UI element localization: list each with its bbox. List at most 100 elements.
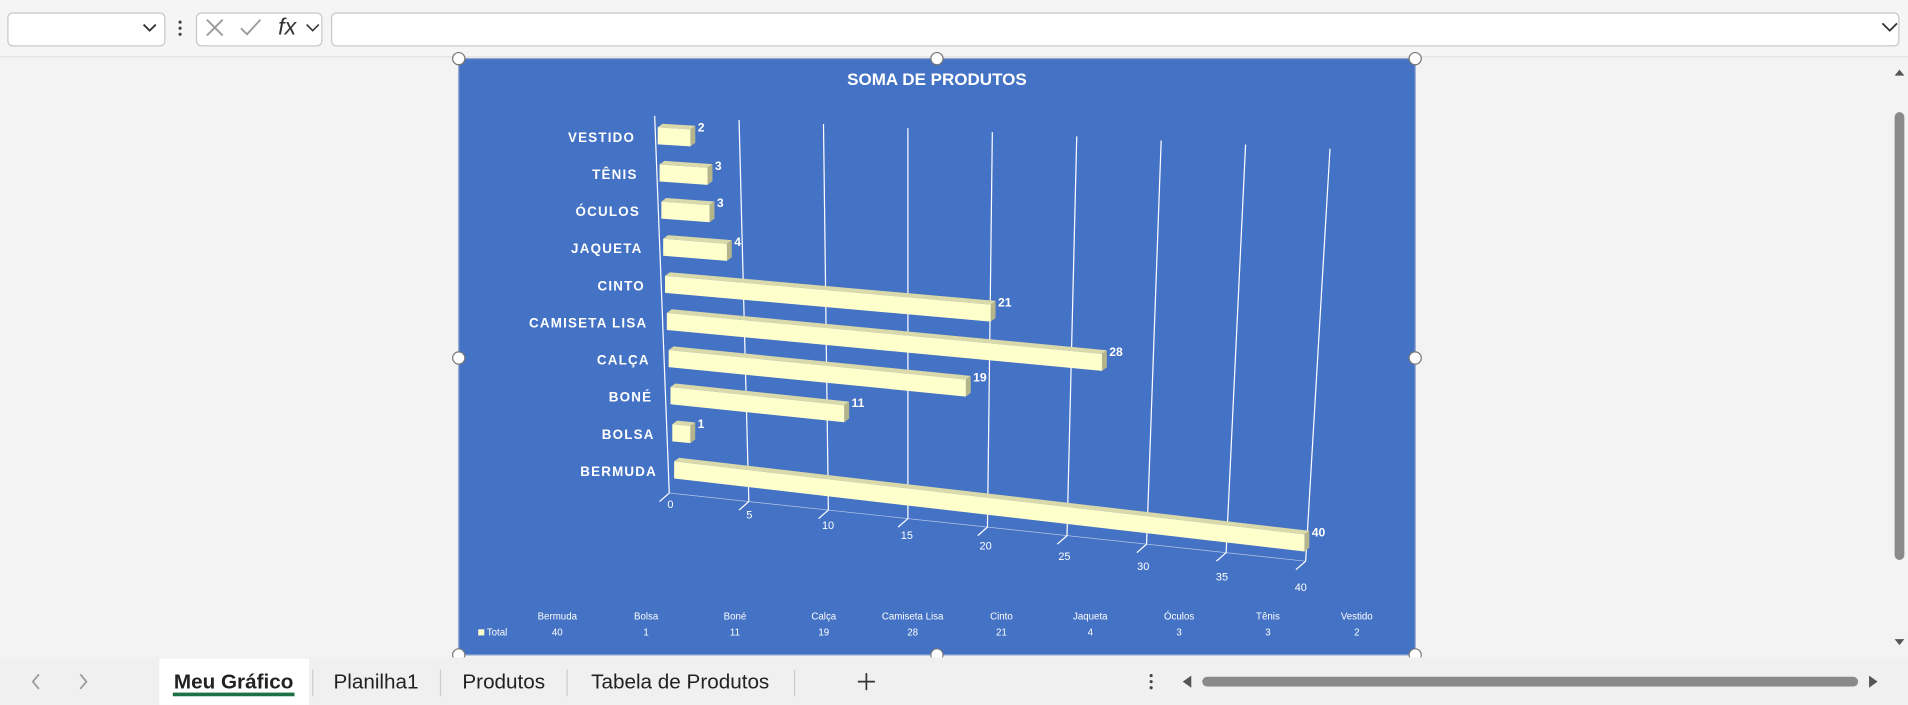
more-icon[interactable] <box>1149 673 1153 690</box>
data-table-value: 4 <box>1088 628 1094 639</box>
value-label: 40 <box>1312 525 1326 539</box>
data-table-header: Boné <box>724 612 747 623</box>
floor-edge <box>669 492 1306 562</box>
sheet-tab[interactable]: Planilha1 <box>333 670 418 693</box>
chevron <box>1881 22 1898 32</box>
bar <box>670 383 850 423</box>
grid-line <box>1066 136 1078 536</box>
scroll-down[interactable] <box>1894 639 1905 646</box>
data-table-value: 11 <box>730 628 740 639</box>
bar-end <box>965 375 971 397</box>
add-sheet[interactable] <box>857 673 875 691</box>
active-tab <box>159 658 310 705</box>
y-tick-label: CAMISETA LISA <box>529 315 647 330</box>
bar-top <box>666 309 1107 354</box>
bar-end <box>709 201 715 223</box>
horizontal-scroll-thumb[interactable] <box>1202 676 1859 687</box>
bar-end <box>726 240 732 261</box>
data-table-value: 3 <box>1265 628 1270 639</box>
bar-front <box>665 275 991 322</box>
tab-separators <box>312 669 796 697</box>
data-table-header: Bolsa <box>634 612 659 623</box>
value-label: 2 <box>698 120 705 134</box>
more-icon[interactable] <box>178 20 182 36</box>
bar-top <box>663 235 732 244</box>
sheet-tabs: Meu Gráfico Planilha1 Produtos Tabela de Pr… <box>174 670 769 693</box>
bar-front <box>668 350 966 397</box>
value-label: 4 <box>734 235 741 249</box>
chart-title: SOMA DE PRODUTOS <box>847 70 1027 89</box>
bar <box>668 346 971 397</box>
sheet-tab[interactable]: Meu Gráfico <box>174 670 293 693</box>
sheet-tab[interactable]: Tabela de Produtos <box>591 670 769 693</box>
bar <box>657 123 696 147</box>
grid-line <box>822 124 829 511</box>
data-table-value: 3 <box>1176 628 1181 639</box>
function-icon[interactable]: fx <box>278 13 297 39</box>
tick-mark <box>1295 560 1307 571</box>
scroll-thumb[interactable] <box>1894 112 1905 560</box>
bar-front <box>672 424 691 444</box>
bar-top <box>661 197 715 206</box>
y-tick-label: CALÇA <box>597 353 650 368</box>
bar-end <box>690 422 696 444</box>
data-table-value: 19 <box>818 628 829 639</box>
name-box[interactable] <box>7 12 166 47</box>
grid-line <box>986 132 993 528</box>
grid-line <box>1145 140 1162 545</box>
bar <box>659 160 713 185</box>
bar-end <box>707 164 713 185</box>
tick-mark <box>1056 535 1068 545</box>
data-table-header: Óculos <box>1164 612 1194 623</box>
bar <box>663 235 732 261</box>
y-tick-label: CINTO <box>597 278 644 293</box>
formula-input[interactable] <box>330 12 1900 47</box>
tick-mark <box>977 526 988 537</box>
enter-icon[interactable] <box>240 19 262 36</box>
data-table-header: Tênis <box>1256 612 1280 623</box>
bar <box>674 457 1310 552</box>
tick-mark <box>897 518 909 528</box>
bar-top <box>657 123 696 130</box>
cancel-icon[interactable] <box>206 19 224 37</box>
bar-front <box>674 461 1305 552</box>
data-table-header: Vestido <box>1341 612 1373 623</box>
legend-key <box>478 629 485 636</box>
bar-end <box>990 300 996 322</box>
plot: 0 5 10 15 20 25 30 35 40 BERMUDA 40 BOLSA 1 BONÉ 11 CAL… <box>478 115 1373 639</box>
y-tick-label: ÓCULOS <box>576 204 641 219</box>
tick-mark <box>1136 543 1147 554</box>
grid-line <box>1305 148 1331 562</box>
data-table-header: Bermuda <box>538 612 578 623</box>
data-table-header: Cinto <box>990 612 1013 623</box>
value-label: 11 <box>852 396 865 410</box>
x-tick-label: 0 <box>667 499 673 511</box>
data-table-header: Calça <box>811 612 836 623</box>
active-tab-underline <box>172 692 295 697</box>
y-tick-label: VESTIDO <box>568 130 635 145</box>
y-tick-label: TÊNIS <box>592 167 637 182</box>
x-tick-label: 15 <box>901 530 913 542</box>
legend-label: Total <box>487 628 508 639</box>
sheet-tab[interactable]: Produtos <box>462 670 545 693</box>
x-tick-label: 35 <box>1216 572 1228 584</box>
value-label: 28 <box>1109 345 1123 359</box>
sheet-nav[interactable] <box>31 673 88 690</box>
value-label: 3 <box>717 196 724 210</box>
grid-line <box>654 115 670 494</box>
bar-front <box>670 387 845 423</box>
tick-mark <box>659 492 670 503</box>
data-table-value: 1 <box>643 628 648 639</box>
grid-line <box>1225 144 1247 553</box>
bar <box>665 272 996 322</box>
bar-end <box>690 125 696 147</box>
bar-front <box>663 238 727 261</box>
x-tick-label: 25 <box>1058 551 1070 563</box>
x-tick-label: 5 <box>746 509 752 521</box>
bar-top <box>674 457 1310 535</box>
scroll-up[interactable] <box>1894 69 1905 76</box>
data-table-header: Jaqueta <box>1073 612 1108 623</box>
tick-mark <box>818 509 829 520</box>
y-tick-label: BERMUDA <box>580 464 657 479</box>
